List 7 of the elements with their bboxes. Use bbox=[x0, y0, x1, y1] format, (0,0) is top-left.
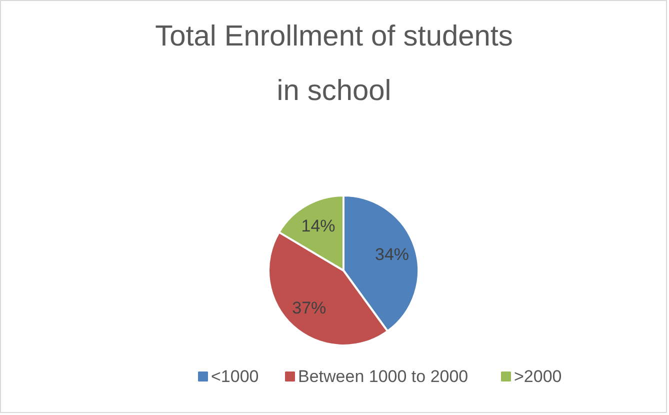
data-label: 14% bbox=[301, 216, 336, 236]
data-label: 37% bbox=[292, 298, 326, 318]
legend-label: Between 1000 to 2000 bbox=[298, 367, 468, 386]
data-label: 34% bbox=[374, 245, 410, 264]
legend-label: >2000 bbox=[514, 367, 562, 386]
chart-title: Total Enrollment of students in school bbox=[155, 20, 513, 107]
legend-label: <1000 bbox=[211, 367, 259, 386]
